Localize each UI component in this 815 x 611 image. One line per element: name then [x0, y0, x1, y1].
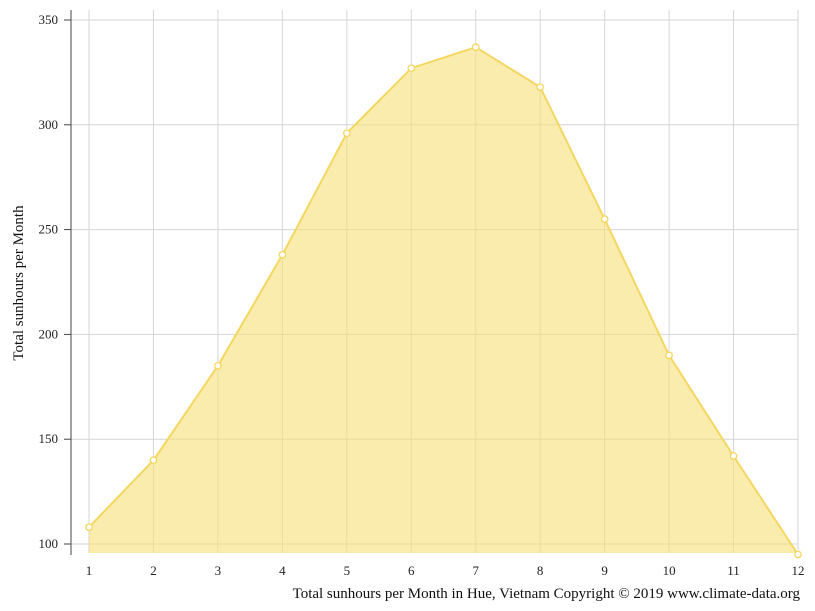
- x-tick-label: 6: [408, 563, 415, 578]
- data-point: [665, 351, 673, 360]
- sunhours-area: [89, 47, 798, 555]
- data-point: [149, 456, 158, 465]
- x-tick-label: 7: [472, 563, 479, 578]
- y-tick-label: 250: [39, 222, 59, 237]
- data-point: [794, 550, 802, 559]
- x-tick-label: 8: [537, 563, 544, 578]
- y-tick-label: 350: [39, 12, 59, 27]
- data-point: [600, 215, 609, 223]
- data-point: [729, 452, 738, 460]
- x-tick-label: 4: [279, 563, 286, 578]
- y-axis-title: Total sunhours per Month: [11, 205, 27, 361]
- sunhours-line: [88, 46, 799, 556]
- x-tick-label: 3: [215, 563, 222, 578]
- chart-caption: Total sunhours per Month in Hue, Vietnam…: [293, 586, 801, 602]
- y-tick-label: 300: [39, 117, 59, 132]
- x-tick-label: 10: [663, 563, 676, 578]
- data-point: [85, 523, 93, 532]
- data-points: [85, 43, 802, 559]
- y-tick-label: 200: [39, 326, 59, 341]
- x-tick-label: 1: [86, 563, 93, 578]
- data-point: [536, 83, 545, 91]
- x-ticks: 1 2 3 4 5 6 7 8 9 10 11 12: [86, 563, 805, 578]
- data-point: [214, 361, 222, 370]
- y-tick-label: 150: [39, 431, 59, 446]
- x-tick-label: 5: [344, 563, 351, 578]
- y-ticks: 100 150 200 250 300 350: [39, 12, 71, 551]
- y-tick-label: 100: [39, 536, 59, 551]
- data-point: [278, 250, 287, 259]
- x-tick-label: 2: [150, 563, 157, 578]
- x-tick-label: 12: [792, 563, 805, 578]
- data-point: [471, 43, 480, 52]
- data-point: [342, 129, 351, 138]
- x-tick-label: 11: [727, 563, 740, 578]
- x-tick-label: 9: [601, 563, 608, 578]
- data-point: [407, 64, 416, 73]
